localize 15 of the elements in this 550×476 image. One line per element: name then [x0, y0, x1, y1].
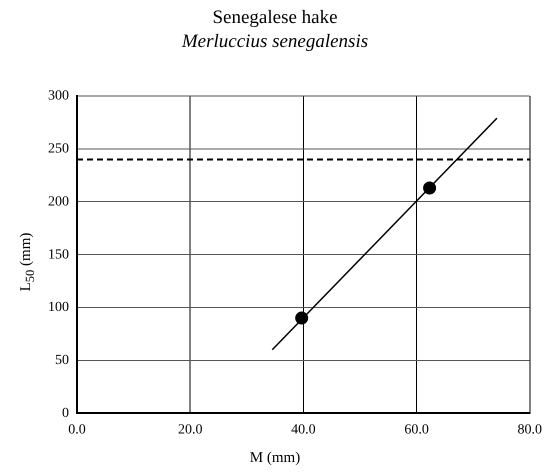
y-tick-label: 250 — [48, 142, 69, 157]
y-tick-label: 0 — [62, 406, 69, 421]
x-tick-label: 80.0 — [518, 422, 542, 438]
chart-subtitle: Merluccius senegalensis — [180, 30, 370, 54]
y-tick-label: 200 — [48, 194, 69, 210]
x-tick-label: 0.0 — [68, 422, 86, 438]
x-axis-title: M (mm) — [248, 450, 302, 467]
y-tick-label: 300 — [48, 88, 69, 104]
x-tick-label: 20.0 — [178, 422, 202, 438]
chart-title: Senegalese hake — [211, 6, 339, 30]
y-tick-label: 100 — [48, 300, 69, 316]
y-tick-label: 50 — [55, 353, 69, 368]
y-tick-label: 150 — [48, 247, 69, 262]
x-tick-label: 60.0 — [404, 422, 429, 438]
x-tick-label: 40.0 — [291, 422, 316, 438]
